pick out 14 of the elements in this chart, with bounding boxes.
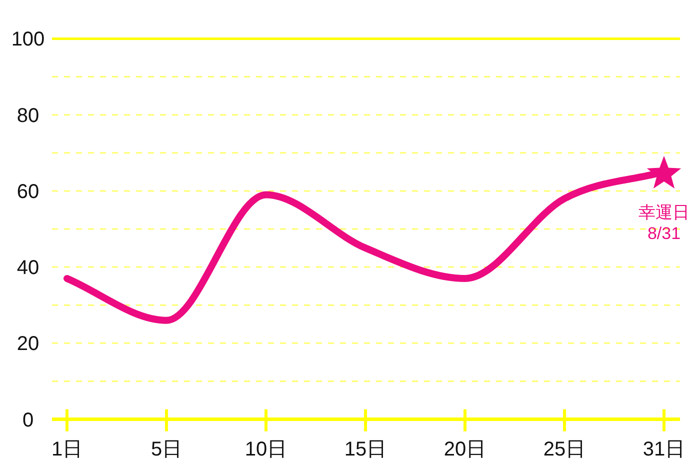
x-tick-label: 15日: [344, 438, 387, 460]
x-tick-label: 1日: [51, 438, 83, 460]
annotation: 幸運日 8/31: [638, 202, 690, 243]
x-tick-label: 25日: [543, 438, 586, 460]
x-tick-label: 31日: [642, 438, 686, 460]
x-tick-label: 5日: [150, 438, 182, 460]
y-tick-label: 100: [11, 28, 45, 51]
y-tick-label: 80: [16, 104, 40, 127]
x-tick-label: 10日: [244, 438, 288, 460]
y-tick-label: 60: [16, 180, 40, 203]
y-tick-label: 20: [16, 333, 40, 356]
y-tick-label: 0: [22, 409, 34, 432]
x-tick-label: 20日: [444, 438, 486, 460]
y-tick-label: 40: [16, 257, 40, 280]
